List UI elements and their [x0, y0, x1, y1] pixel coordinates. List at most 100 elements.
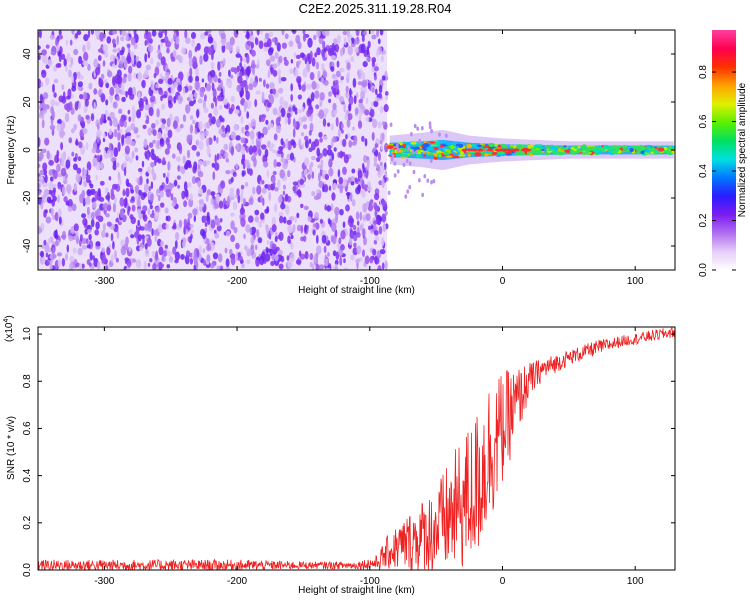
- noise-speckle: [275, 124, 281, 134]
- noise-speckle: [324, 261, 329, 267]
- noise-speckle: [340, 123, 344, 129]
- noise-speckle: [167, 129, 173, 139]
- noise-speckle: [68, 101, 73, 111]
- noise-speckle: [272, 170, 277, 176]
- noise-speckle: [271, 55, 274, 61]
- noise-speckle: [361, 189, 366, 198]
- noise-speckle: [358, 115, 362, 121]
- noise-speckle: [292, 181, 299, 186]
- noise-speckle: [147, 192, 150, 197]
- noise-speckle: [250, 35, 255, 41]
- noise-speckle: [339, 209, 344, 216]
- noise-speckle: [324, 135, 328, 141]
- noise-speckle: [137, 168, 143, 172]
- noise-speckle: [384, 162, 387, 171]
- spectrogram-cells: [38, 30, 675, 270]
- noise-speckle: [102, 137, 106, 143]
- noise-speckle: [316, 47, 321, 56]
- noise-speckle: [319, 218, 323, 224]
- noise-speckle: [147, 166, 151, 174]
- noise-speckle: [254, 99, 258, 108]
- noise-speckle: [38, 45, 41, 50]
- noise-speckle: [106, 192, 111, 202]
- noise-speckle: [268, 31, 274, 37]
- noise-speckle: [318, 131, 323, 138]
- noise-speckle: [241, 126, 245, 134]
- noise-speckle: [119, 30, 122, 36]
- noise-speckle: [166, 117, 171, 128]
- noise-speckle: [290, 83, 294, 92]
- noise-speckle: [86, 161, 92, 171]
- noise-speckle: [353, 135, 358, 144]
- noise-speckle: [331, 192, 336, 201]
- noise-speckle: [272, 88, 277, 95]
- noise-speckle: [229, 187, 234, 193]
- noise-speckle: [112, 48, 118, 53]
- noise-speckle: [378, 226, 383, 235]
- noise-speckle: [151, 209, 155, 216]
- noise-speckle: [72, 163, 78, 171]
- noise-speckle: [67, 198, 73, 209]
- noise-speckle: [145, 30, 149, 36]
- noise-speckle: [100, 161, 104, 171]
- noise-speckle: [191, 144, 197, 151]
- noise-speckle: [151, 123, 156, 129]
- noise-speckle: [183, 218, 188, 227]
- noise-speckle: [304, 224, 307, 233]
- noise-speckle: [308, 116, 312, 122]
- noise-speckle: [85, 238, 89, 245]
- x-tick-label: 100: [627, 576, 644, 587]
- noise-speckle: [378, 92, 383, 99]
- noise-speckle: [381, 262, 385, 270]
- noise-speckle: [193, 92, 198, 98]
- noise-speckle: [262, 197, 265, 206]
- noise-speckle: [319, 137, 323, 143]
- noise-speckle: [330, 66, 335, 72]
- noise-speckle: [232, 172, 237, 177]
- noise-speckle: [173, 81, 179, 88]
- noise-speckle: [133, 30, 137, 36]
- noise-speckle: [277, 111, 282, 117]
- noise-speckle: [225, 170, 231, 175]
- noise-speckle: [205, 138, 210, 148]
- noise-speckle: [79, 75, 84, 80]
- noise-speckle: [261, 144, 267, 150]
- noise-speckle: [57, 119, 62, 125]
- noise-speckle: [38, 30, 42, 39]
- noise-speckle: [325, 258, 329, 263]
- noise-speckle: [278, 263, 284, 270]
- noise-speckle: [56, 123, 61, 132]
- noise-speckle: [54, 101, 60, 107]
- noise-speckle: [187, 182, 192, 188]
- noise-speckle: [278, 55, 283, 64]
- noise-speckle: [50, 99, 56, 107]
- noise-speckle: [239, 71, 243, 78]
- noise-speckle: [161, 30, 166, 34]
- noise-speckle: [353, 234, 358, 242]
- noise-speckle: [107, 70, 113, 78]
- noise-speckle: [188, 49, 193, 60]
- noise-speckle: [218, 84, 221, 92]
- noise-speckle: [210, 191, 216, 196]
- noise-speckle: [261, 91, 265, 102]
- noise-speckle: [245, 66, 251, 77]
- noise-speckle: [131, 151, 135, 159]
- noise-speckle: [240, 137, 246, 144]
- noise-speckle: [174, 251, 180, 261]
- noise-speckle: [156, 61, 160, 68]
- noise-speckle: [230, 146, 234, 156]
- noise-speckle: [311, 80, 317, 90]
- noise-speckle: [343, 102, 346, 113]
- noise-speckle: [99, 180, 105, 186]
- noise-speckle: [385, 95, 389, 101]
- noise-speckle: [361, 227, 366, 237]
- noise-speckle: [144, 53, 148, 63]
- noise-speckle: [53, 65, 58, 72]
- noise-speckle: [323, 184, 329, 193]
- noise-speckle: [159, 202, 165, 208]
- noise-speckle: [165, 215, 169, 221]
- noise-speckle: [327, 252, 330, 257]
- noise-speckle: [41, 49, 47, 56]
- noise-speckle: [223, 197, 226, 206]
- noise-speckle: [189, 67, 193, 77]
